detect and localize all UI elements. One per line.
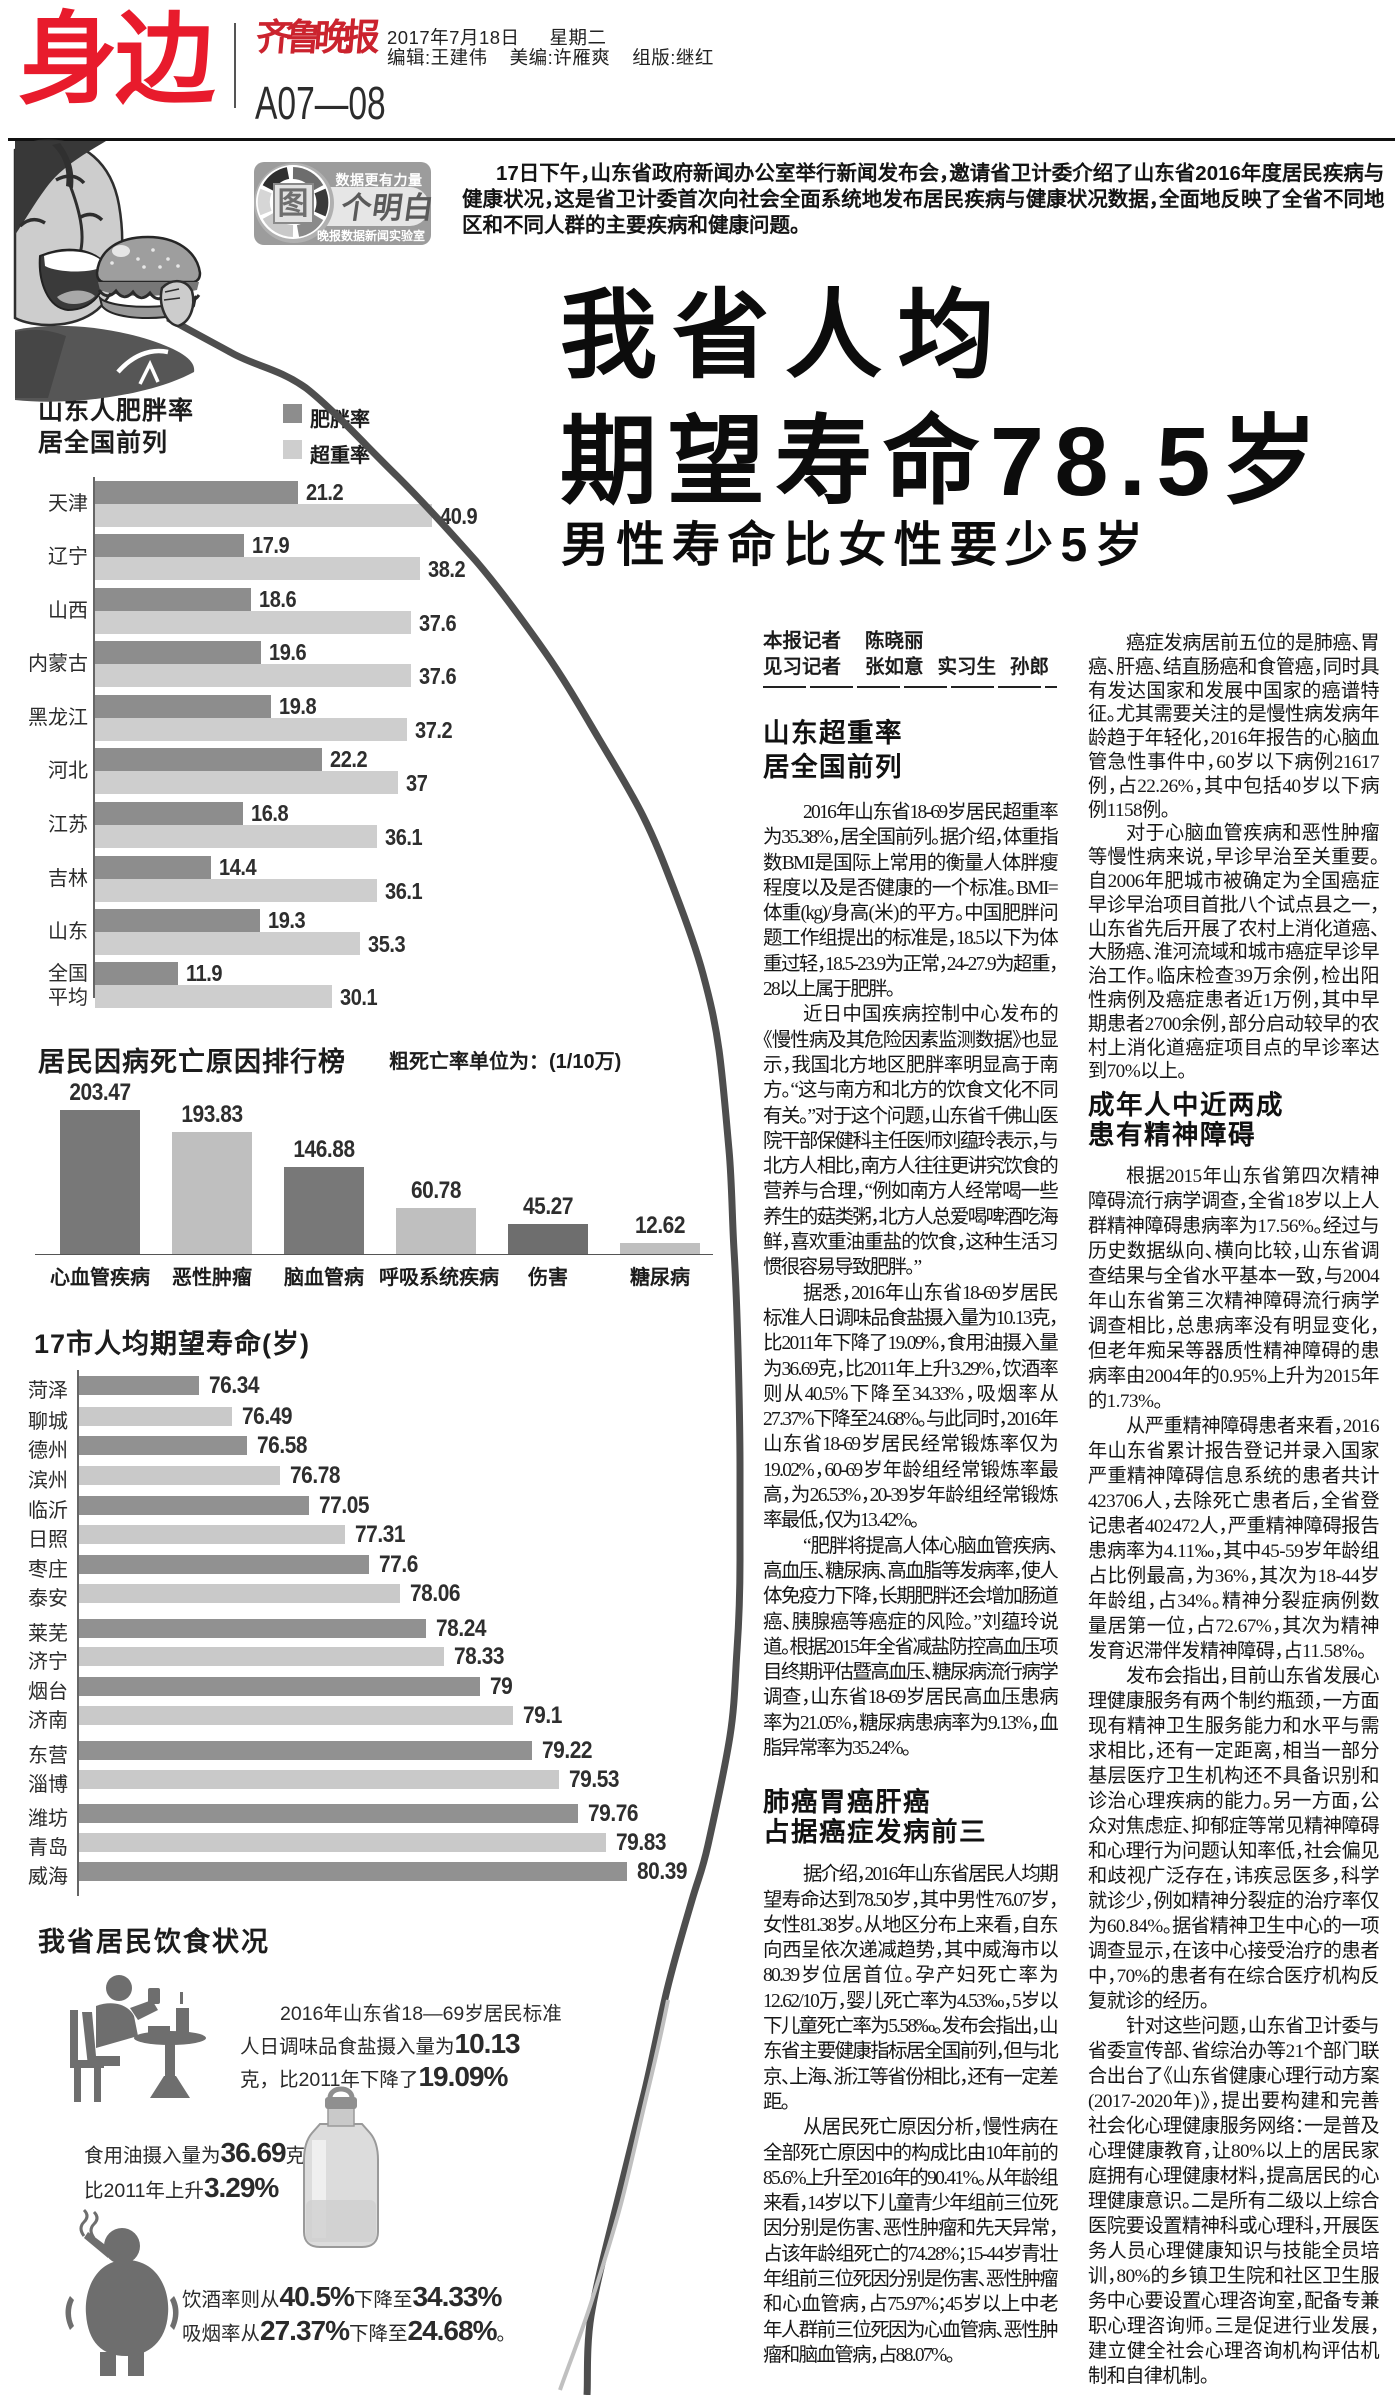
svg-text:数据更有力量: 数据更有力量 <box>336 172 423 188</box>
svg-text:个明白: 个明白 <box>339 191 437 225</box>
svg-text:晚报数据新闻实验室: 晚报数据新闻实验室 <box>317 228 425 243</box>
svg-text:图: 图 <box>278 186 309 221</box>
